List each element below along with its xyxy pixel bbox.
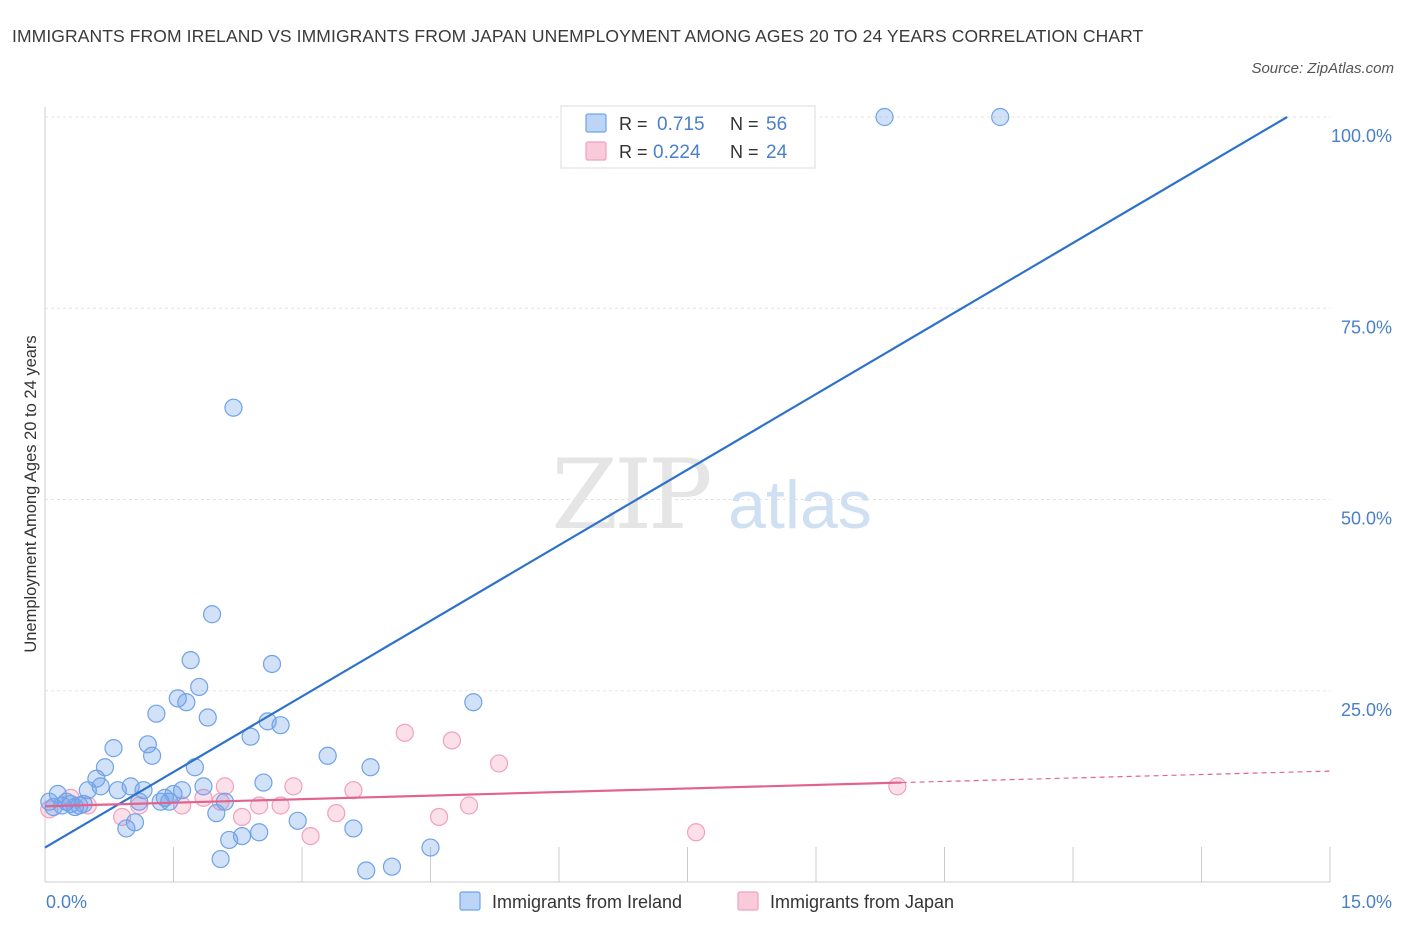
ireland-point [262,654,282,674]
ireland-point [138,735,157,754]
ireland-r-value: 0.715 [657,114,705,135]
japan-n-value: 24 [766,142,788,163]
ireland-n-value: 56 [766,114,787,135]
ireland-point [198,708,217,727]
ireland-point [190,677,209,697]
stats-legend: R = 0.715 N = 56 R = 0.224 N = 24 [560,105,816,169]
japan-point [429,807,449,827]
japan-point [344,781,363,800]
ireland-point [181,651,200,670]
ireland-point [91,777,110,796]
ireland-point [202,605,222,624]
series-legend: Immigrants from Ireland Immigrants from … [459,891,954,912]
y-tick-label: 100.0% [1331,126,1392,146]
y-tick-label: 25.0% [1341,700,1392,720]
japan-r-value: 0.224 [653,142,701,163]
watermark-atlas: atlas [728,467,872,543]
japan-point [395,723,414,742]
japan-point [301,826,320,846]
ireland-point [147,704,166,723]
ireland-point [104,739,123,758]
ireland-point [232,826,252,846]
ireland-point [288,811,307,830]
ireland-point [95,758,115,777]
japan-point [271,796,290,815]
ireland-point [142,746,162,765]
ireland-point [125,813,145,832]
ireland-r-label: R = [619,114,648,134]
ireland-point [194,777,213,796]
ireland-point [357,861,376,880]
ireland-trend-line [44,116,1288,849]
japan-points [40,723,907,846]
y-axis-label: Unemployment Among Ages 20 to 24 years [22,335,40,652]
tick-labels: 25.0% 50.0% 75.0% 100.0% 0.0% 15.0% [46,126,1392,912]
x-tick-label: 0.0% [46,892,87,912]
ireland-point [177,693,196,712]
japan-point [686,823,706,842]
japan-trend-extension [901,770,1331,784]
legend-ireland-swatch [459,891,481,911]
japan-r-label: R = [619,142,648,162]
ireland-point [361,758,380,777]
ireland-point [382,857,402,876]
ireland-point [241,727,260,746]
ireland-point [224,398,243,417]
legend-ireland-label: Immigrants from Ireland [492,892,682,912]
ireland-point [875,107,894,127]
japan-point [232,807,252,827]
ireland-point [991,107,1010,127]
ireland-point [464,693,483,712]
trend-lines [44,116,1331,849]
ireland-point [318,746,337,765]
japan-point [215,777,234,796]
source-label: Source: ZipAtlas.com [1251,60,1394,77]
y-tick-label: 50.0% [1341,509,1392,529]
ireland-point [254,773,273,792]
japan-n-label: N = [730,142,759,162]
ireland-point [168,689,187,708]
ireland-point [271,716,290,735]
japan-point [888,777,907,796]
japan-point [327,804,346,823]
japan-point [284,777,303,796]
y-tick-label: 75.0% [1341,317,1392,337]
ireland-point [211,849,230,869]
japan-swatch [585,141,607,161]
ireland-swatch [585,113,607,133]
japan-point [442,731,462,750]
chart-title: IMMIGRANTS FROM IRELAND VS IMMIGRANTS FR… [12,26,1144,46]
japan-point [459,796,479,815]
ireland-point [344,819,363,838]
ireland-points [40,107,1010,880]
ireland-point [185,758,205,777]
axes [44,107,1331,883]
ireland-n-label: N = [730,114,759,134]
ireland-point [250,823,269,842]
legend-japan-label: Immigrants from Japan [770,892,954,912]
ireland-point [172,781,192,800]
x-tick-label: 15.0% [1341,892,1392,912]
watermark-zip: ZIP [551,439,710,551]
japan-trend-line [44,781,902,808]
japan-point [489,754,509,773]
legend-japan-swatch [737,891,759,911]
ireland-point [421,838,440,857]
watermark: ZIP atlas [551,439,871,551]
